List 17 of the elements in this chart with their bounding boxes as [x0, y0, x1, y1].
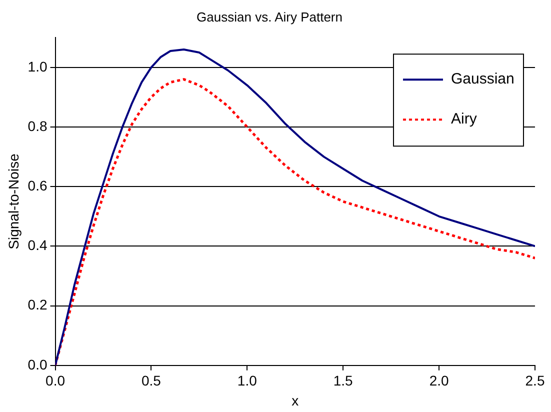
y-tick-label: 0.8	[28, 118, 48, 134]
y-tick-label: 0.2	[28, 296, 48, 313]
x-tick-label: 2.5	[525, 372, 545, 389]
y-tick-label: 0.0	[28, 356, 48, 372]
x-tick-label: 1.5	[333, 372, 354, 389]
x-axis-title: x	[292, 392, 299, 408]
y-tick-label: 0.4	[28, 237, 48, 254]
y-tick-label: 1.0	[28, 58, 48, 74]
x-tick-label: 1.0	[237, 372, 258, 389]
legend-label: Airy	[451, 110, 478, 128]
chart-title: Gaussian vs. Airy Pattern	[196, 9, 342, 24]
x-tick-label: 0.5	[141, 372, 162, 389]
y-tick-label: 0.6	[28, 177, 48, 194]
y-axis-title: Signal-to-Noise	[5, 153, 22, 250]
x-tick-label: 0.0	[46, 372, 66, 389]
legend-label: Gaussian	[451, 70, 514, 88]
x-tick-label: 2.0	[429, 372, 449, 389]
